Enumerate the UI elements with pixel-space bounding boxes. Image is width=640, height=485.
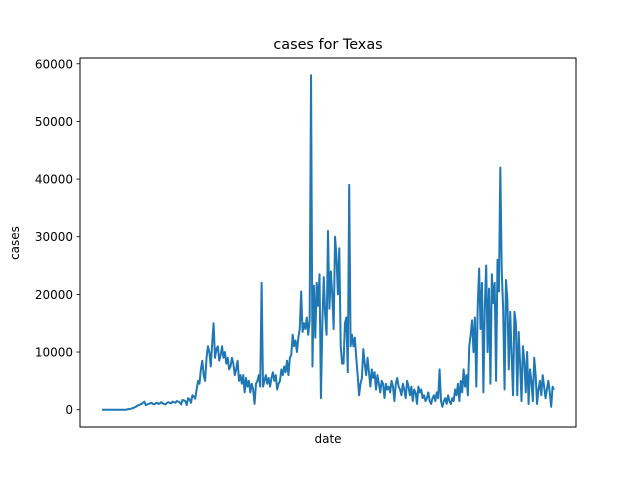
plot-area [79, 57, 577, 428]
series-line-cases [102, 74, 555, 411]
y-tick-label: 30000 [35, 230, 73, 244]
y-tick-label: 50000 [35, 115, 73, 129]
plot-frame [79, 57, 577, 428]
y-tick-label: 10000 [35, 346, 73, 360]
y-tick-label: 20000 [35, 288, 73, 302]
y-tick-label: 40000 [35, 173, 73, 187]
chart-title: cases for Texas [273, 37, 382, 53]
x-axis-label: date [314, 432, 341, 446]
y-axis: 0 10000 20000 30000 40000 50000 60000 [35, 57, 80, 417]
y-tick-label: 60000 [35, 57, 73, 71]
y-axis-label: cases [8, 226, 22, 260]
y-tick-label: 0 [65, 403, 73, 417]
